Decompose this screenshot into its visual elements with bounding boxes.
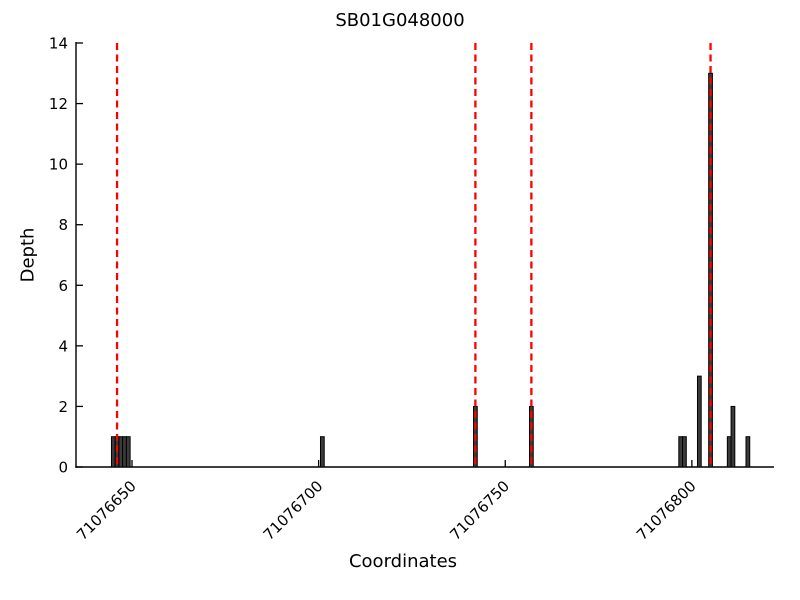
depth-bar <box>745 436 751 468</box>
depth-bar <box>708 72 713 468</box>
x-tick-label: 71076700 <box>260 477 327 544</box>
depth-bar <box>122 436 127 468</box>
depth-bar <box>678 436 684 468</box>
depth-bar <box>110 436 116 468</box>
y-tick-label: 2 <box>58 398 68 416</box>
y-tick-label: 4 <box>58 337 68 355</box>
x-tick-label: 71076650 <box>73 477 140 544</box>
x-tick-label: 71076800 <box>633 477 700 544</box>
y-tick-label: 8 <box>58 216 68 234</box>
y-tick-label: 6 <box>58 277 68 295</box>
chart-title: SB01G048000 <box>335 10 465 31</box>
depth-bar <box>730 405 736 468</box>
y-tick-label: 10 <box>49 156 68 174</box>
depth-bar <box>319 436 325 468</box>
depth-bar <box>118 436 124 468</box>
x-tick-label: 71076750 <box>446 477 513 544</box>
y-tick-label: 12 <box>49 95 68 113</box>
depth-bar <box>682 436 687 468</box>
depth-bar <box>696 375 702 468</box>
depth-bar <box>726 436 732 468</box>
y-tick-label: 14 <box>49 35 68 53</box>
depth-bar <box>125 436 131 468</box>
y-tick-label: 0 <box>58 459 68 477</box>
x-axis-label: Coordinates <box>348 551 458 572</box>
